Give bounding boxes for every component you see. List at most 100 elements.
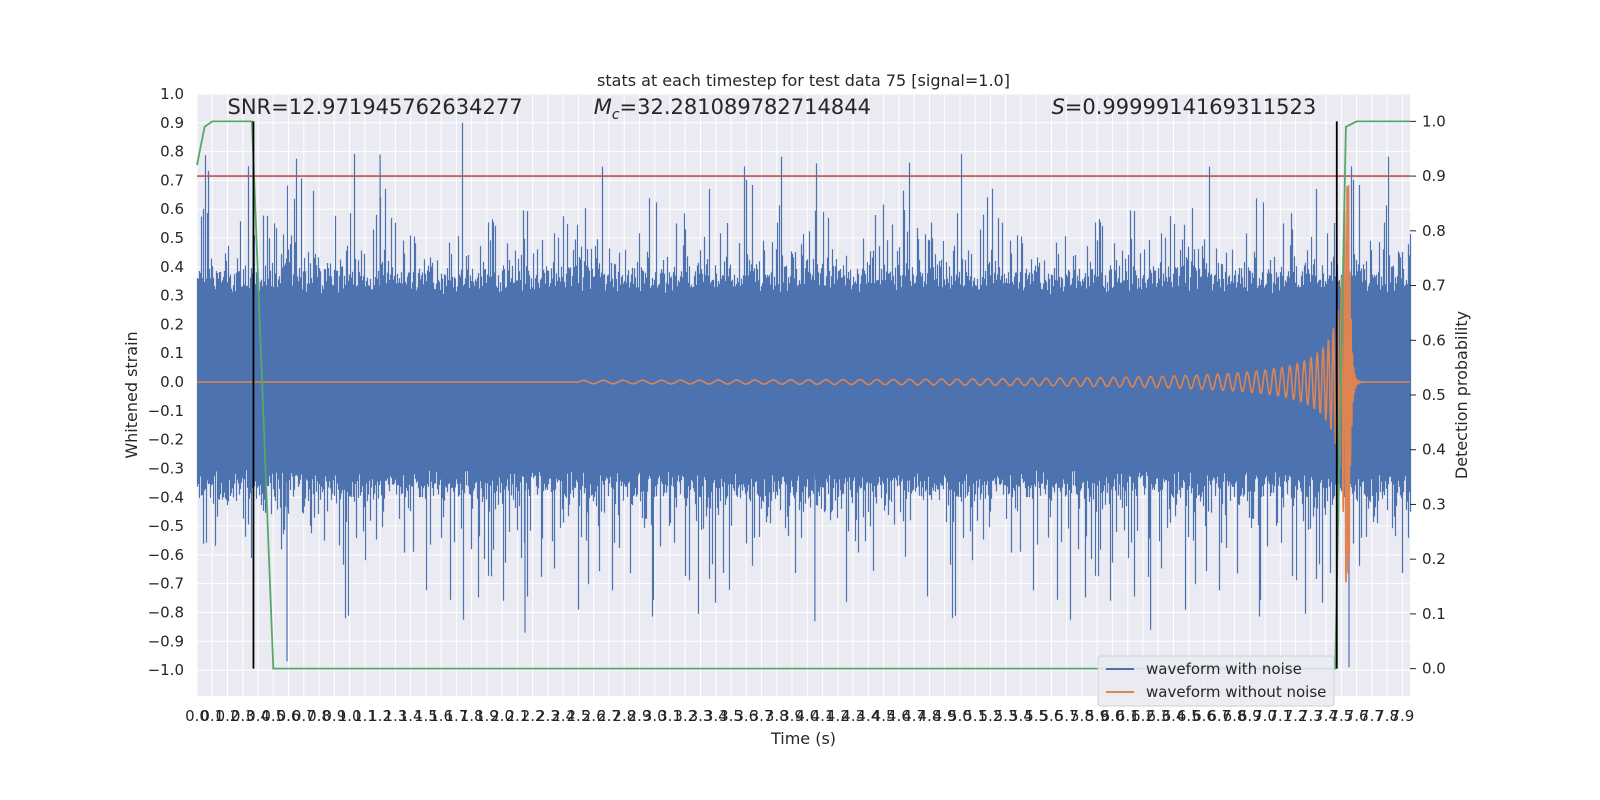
x-tick-label: 1.1 [353, 707, 377, 725]
x-tick-label: 5.5 [1024, 707, 1048, 725]
x-tick-label: 1.3 [383, 707, 407, 725]
x-tick-label: 0.4 [246, 707, 270, 725]
x-tick-label: 5.4 [1009, 707, 1033, 725]
x-tick-label: 3.6 [734, 707, 758, 725]
score-value: =0.9999914169311523 [1065, 95, 1316, 119]
x-tick-label: 3.9 [780, 707, 804, 725]
x-tick-label: 4.3 [841, 707, 865, 725]
x-tick-label: 2.1 [505, 707, 529, 725]
y2-tick-label: 0.1 [1422, 605, 1446, 623]
y2-tick-label: 0.7 [1422, 277, 1446, 295]
x-tick-label: 0.3 [231, 707, 255, 725]
x-tick-label: 1.5 [414, 707, 438, 725]
x-tick-label: 2.2 [521, 707, 545, 725]
x-tick-label: 2.6 [582, 707, 606, 725]
legend-label-clean: waveform without noise [1146, 683, 1326, 701]
x-tick-label: 3.0 [643, 707, 667, 725]
x-axis-label: Time (s) [770, 729, 836, 748]
y-tick-label: −0.6 [148, 546, 184, 564]
x-tick-label: 7.8 [1375, 707, 1399, 725]
y2-tick-label: 0.8 [1422, 222, 1446, 240]
x-tick-label: 7.5 [1329, 707, 1353, 725]
score-annotation: S=0.9999914169311523 [1051, 95, 1316, 119]
x-tick-label: 4.5 [872, 707, 896, 725]
x-tick-label: 0.5 [261, 707, 285, 725]
x-tick-label: 7.1 [1268, 707, 1292, 725]
y-tick-label: 0.5 [160, 229, 184, 247]
chirp-mass-symbol: M [594, 95, 612, 119]
x-tick-label: 6.8 [1223, 707, 1247, 725]
y2-tick-label: 0.5 [1422, 386, 1446, 404]
y-tick-label: −0.4 [148, 488, 184, 506]
x-tick-label: 1.2 [368, 707, 392, 725]
x-tick-label: 1.4 [399, 707, 423, 725]
y2-axis-label: Detection probability [1452, 311, 1471, 479]
y-tick-label: 0.2 [160, 315, 184, 333]
x-tick-label: 4.1 [811, 707, 835, 725]
x-axis-ticks: 0.00.10.20.30.40.50.60.70.80.91.01.11.21… [185, 707, 1414, 725]
x-tick-label: 2.3 [536, 707, 560, 725]
x-tick-label: 0.0 [185, 707, 209, 725]
x-tick-label: 0.6 [277, 707, 301, 725]
chirp-mass-subscript: c [612, 107, 620, 123]
x-tick-label: 6.6 [1192, 707, 1216, 725]
x-tick-label: 3.8 [765, 707, 789, 725]
x-tick-label: 1.7 [444, 707, 468, 725]
x-tick-label: 1.8 [460, 707, 484, 725]
y-tick-label: 0.0 [160, 373, 184, 391]
x-tick-label: 3.1 [658, 707, 682, 725]
y-tick-label: −0.9 [148, 632, 184, 650]
x-tick-label: 0.7 [292, 707, 316, 725]
x-tick-label: 7.3 [1299, 707, 1323, 725]
x-tick-label: 5.8 [1070, 707, 1094, 725]
x-tick-label: 5.6 [1040, 707, 1064, 725]
x-tick-label: 6.5 [1177, 707, 1201, 725]
x-tick-label: 4.0 [795, 707, 819, 725]
x-tick-label: 2.7 [597, 707, 621, 725]
y-tick-label: 0.6 [160, 200, 184, 218]
y2-tick-label: 0.3 [1422, 495, 1446, 513]
x-tick-label: 2.4 [551, 707, 575, 725]
y-axis-ticks: 1.0 0.9 0.8 0.7 0.6 0.5 0.4 0.3 0.2 0.1 0.0 −0.1 −0.… [148, 85, 184, 679]
x-tick-label: 3.5 [719, 707, 743, 725]
chart-title: stats at each timestep for test data 75 … [597, 71, 1010, 90]
y-tick-label: 0.4 [160, 258, 184, 276]
y-tick-label: −0.1 [148, 402, 184, 420]
legend: waveform with noise waveform without noi… [1097, 655, 1335, 707]
y-tick-label: 0.7 [160, 171, 184, 189]
y2-axis-ticks: 1.0 0.9 0.8 0.7 0.6 0.5 0.4 0.3 0.2 0.1 0.0 [1410, 112, 1446, 678]
x-tick-label: 3.3 [689, 707, 713, 725]
waveform-without-noise-line [197, 184, 1410, 583]
x-tick-label: 1.9 [475, 707, 499, 725]
x-tick-label: 2.8 [612, 707, 636, 725]
x-tick-label: 4.2 [826, 707, 850, 725]
x-tick-label: 6.3 [1146, 707, 1170, 725]
y-tick-label: 0.1 [160, 344, 184, 362]
x-tick-label: 6.0 [1101, 707, 1125, 725]
x-tick-label: 7.2 [1284, 707, 1308, 725]
score-symbol: S [1051, 95, 1064, 119]
x-tick-label: 4.8 [917, 707, 941, 725]
y2-tick-label: 0.4 [1422, 441, 1446, 459]
x-tick-label: 0.1 [200, 707, 224, 725]
x-tick-label: 6.1 [1116, 707, 1140, 725]
y-tick-label: 0.8 [160, 143, 184, 161]
y-tick-label: −1.0 [148, 661, 184, 679]
x-tick-label: 5.7 [1055, 707, 1079, 725]
legend-box [1097, 655, 1335, 707]
y-tick-label: −0.7 [148, 575, 184, 593]
x-tick-label: 3.7 [750, 707, 774, 725]
x-tick-label: 0.8 [307, 707, 331, 725]
x-tick-label: 4.9 [933, 707, 957, 725]
x-tick-label: 5.2 [978, 707, 1002, 725]
x-tick-label: 7.9 [1390, 707, 1414, 725]
y2-tick-label: 1.0 [1422, 112, 1446, 130]
x-tick-label: 2.5 [567, 707, 591, 725]
x-tick-label: 5.1 [963, 707, 987, 725]
x-tick-label: 6.9 [1238, 707, 1262, 725]
y-tick-label: 0.9 [160, 114, 184, 132]
x-tick-label: 7.0 [1253, 707, 1277, 725]
x-tick-label: 2.9 [628, 707, 652, 725]
x-tick-label: 7.6 [1345, 707, 1369, 725]
